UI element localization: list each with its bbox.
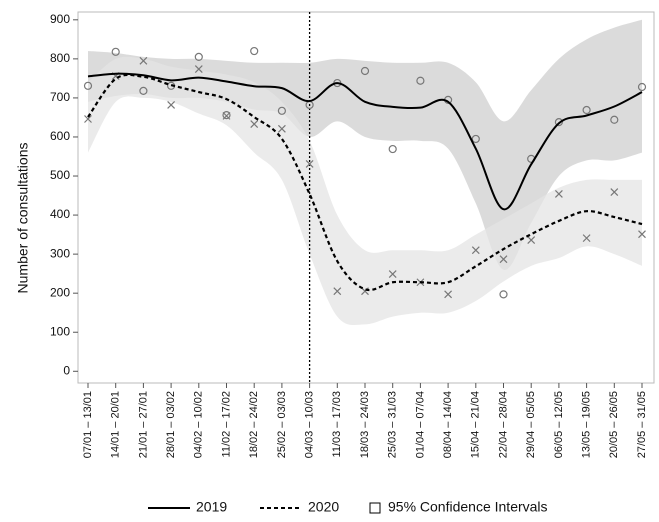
observed-point xyxy=(139,56,148,65)
observed-point xyxy=(444,290,453,299)
observed-point xyxy=(554,190,563,198)
series-line xyxy=(87,73,643,292)
observed-point xyxy=(610,188,619,196)
x-tick-label: 18/03 – 24/03 xyxy=(359,391,371,458)
observed-point xyxy=(360,66,370,76)
x-tick-label: 13/05 – 19/05 xyxy=(581,391,593,458)
y-tick-label: 900 xyxy=(50,12,70,26)
x-tick-label: 04/02 – 10/02 xyxy=(193,391,205,458)
observed-point xyxy=(194,65,203,73)
x-tick-label: 21/01 – 27/01 xyxy=(137,391,149,458)
observed-point xyxy=(638,230,646,239)
x-tick-label: 28/01 – 03/02 xyxy=(165,391,177,458)
observed-point xyxy=(499,255,508,264)
x-tick-label: 01/04 – 07/04 xyxy=(414,391,426,458)
x-tick-label: 14/01 – 20/01 xyxy=(110,391,122,458)
observed-point xyxy=(610,115,619,124)
observed-point xyxy=(139,86,148,95)
observed-point xyxy=(471,134,480,144)
observed-point xyxy=(333,287,342,296)
legend-label: 95% Confidence Intervals xyxy=(388,499,548,515)
y-axis-label: Number of consultations xyxy=(15,143,31,294)
legend-label: 2019 xyxy=(196,499,227,515)
x-tick-label: 08/04 – 14/04 xyxy=(442,391,454,458)
observed-point xyxy=(554,118,564,127)
observed-point xyxy=(277,106,286,115)
y-tick-label: 100 xyxy=(50,324,70,338)
x-tick-label: 06/05 – 12/05 xyxy=(553,391,565,458)
observed-point xyxy=(388,144,397,154)
observed-point xyxy=(582,234,591,243)
observed-point xyxy=(388,270,397,278)
x-tick-label: 07/01 – 13/01 xyxy=(82,391,94,458)
x-tick-label: 29/04 – 05/05 xyxy=(525,391,537,458)
observed-point xyxy=(222,111,231,120)
x-tick-label: 04/03 – 10/03 xyxy=(304,391,316,458)
legend-label: 2020 xyxy=(308,499,339,515)
observed-point xyxy=(194,52,203,62)
observed-point xyxy=(582,105,591,115)
x-tick-label: 22/04 – 28/04 xyxy=(497,391,509,458)
observed-point xyxy=(305,159,314,168)
observed-point xyxy=(499,290,508,299)
observed-point xyxy=(222,110,231,120)
observed-point xyxy=(84,115,92,123)
x-tick-label: 11/02 – 17/02 xyxy=(220,391,232,457)
x-tick-label: 20/05 – 26/05 xyxy=(608,391,620,458)
y-tick-label: 500 xyxy=(50,168,70,182)
y-tick-label: 200 xyxy=(50,285,70,299)
observed-point xyxy=(416,76,425,85)
observed-point xyxy=(167,101,176,109)
observed-point xyxy=(250,120,259,129)
y-tick-label: 0 xyxy=(63,363,70,377)
observed-point xyxy=(83,81,93,90)
series-line xyxy=(87,72,643,211)
observed-point xyxy=(527,236,536,244)
legend-swatch xyxy=(369,502,381,514)
observed-point xyxy=(471,246,480,255)
y-tick-label: 700 xyxy=(50,90,70,104)
x-tick-label: 15/04 – 21/04 xyxy=(470,391,482,458)
x-tick-label: 25/03 – 31/03 xyxy=(387,391,399,458)
y-tick-label: 300 xyxy=(50,246,70,260)
y-tick-label: 800 xyxy=(50,51,70,65)
y-tick-label: 600 xyxy=(50,129,70,143)
observed-point xyxy=(277,124,286,133)
x-tick-label: 27/05 – 31/05 xyxy=(636,391,648,458)
x-tick-label: 11/03 – 17/03 xyxy=(331,391,343,457)
x-tick-label: 18/02 – 24/02 xyxy=(248,391,260,458)
observed-point xyxy=(637,82,647,92)
observed-point xyxy=(250,46,259,56)
x-tick-label: 25/02 – 03/03 xyxy=(276,391,288,458)
y-tick-label: 400 xyxy=(50,207,70,221)
confidence-band xyxy=(88,56,642,326)
observed-point xyxy=(111,47,120,56)
